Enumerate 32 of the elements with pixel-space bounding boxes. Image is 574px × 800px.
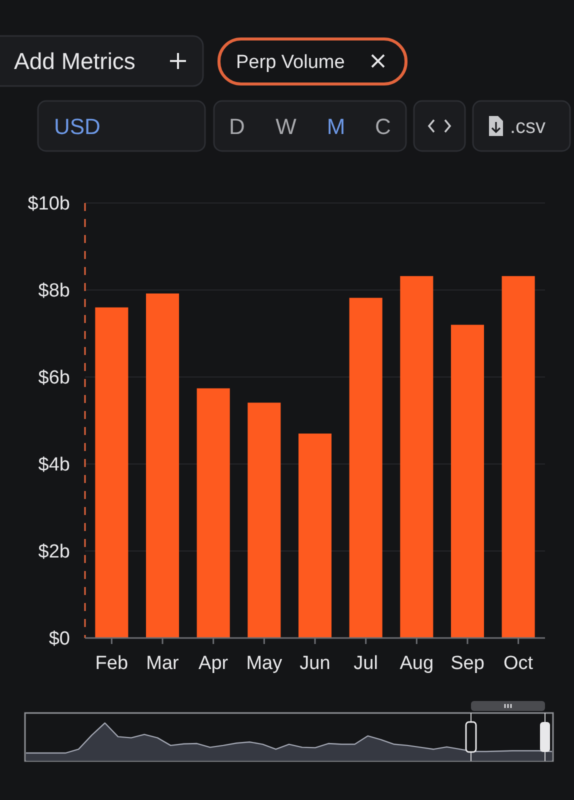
y-tick-label: $6b bbox=[38, 368, 70, 389]
x-tick-label: Feb bbox=[95, 653, 128, 674]
bar bbox=[146, 293, 180, 638]
x-tick-label: Sep bbox=[450, 653, 484, 674]
bar bbox=[248, 402, 281, 638]
text: Add Metrics bbox=[14, 48, 136, 74]
x-tick-label: Aug bbox=[400, 653, 434, 674]
text: Perp Volume bbox=[236, 52, 345, 73]
bar bbox=[196, 388, 230, 638]
y-tick-label: $2b bbox=[38, 542, 70, 563]
bar bbox=[95, 307, 128, 638]
y-tick-label: $4b bbox=[38, 454, 70, 476]
bar bbox=[450, 324, 484, 638]
x-tick-label: Oct bbox=[504, 653, 534, 674]
bar bbox=[298, 434, 332, 638]
text: W bbox=[276, 114, 297, 139]
text: USD bbox=[54, 114, 100, 139]
text: D bbox=[229, 114, 245, 139]
x-tick-label: Apr bbox=[198, 653, 229, 674]
bar bbox=[400, 276, 434, 638]
text: C bbox=[375, 114, 392, 139]
x-tick-label: Jun bbox=[300, 653, 330, 674]
bar bbox=[502, 276, 535, 638]
y-tick-label: $0 bbox=[48, 628, 70, 650]
bar bbox=[349, 298, 382, 638]
y-tick-label: $8b bbox=[38, 280, 70, 302]
y-tick-label: $10b bbox=[28, 194, 70, 215]
text: .csv bbox=[510, 116, 546, 138]
x-tick-label: Mar bbox=[146, 653, 180, 674]
text: M bbox=[326, 114, 346, 139]
x-tick-label: May bbox=[246, 653, 283, 674]
x-tick-label: Jul bbox=[354, 653, 378, 674]
